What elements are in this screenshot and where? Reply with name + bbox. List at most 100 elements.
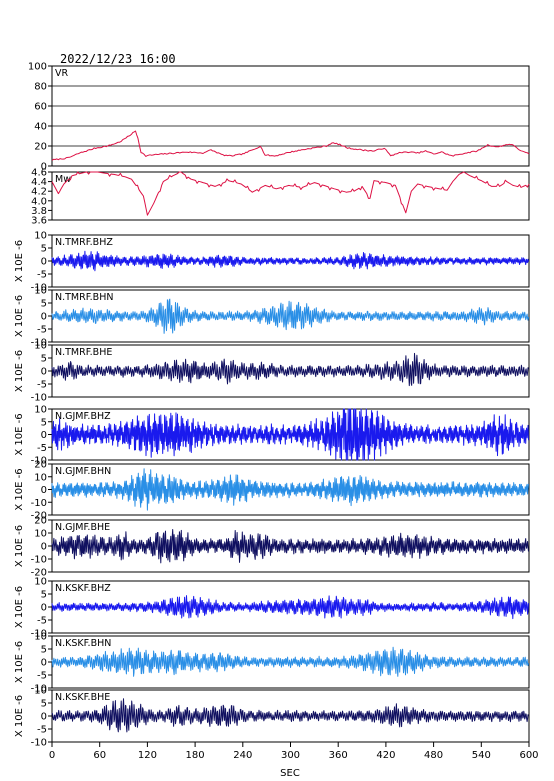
y-tick-label: 5 xyxy=(41,417,47,428)
y-tick-label: -10 xyxy=(31,684,47,695)
y-tick-label: -10 xyxy=(31,555,47,566)
timestamp-label: 2022/12/23 16:00 xyxy=(60,52,176,66)
panel-n-kskf-bhn: -10 -5 0 5 10 N.KSKF.BHN X 10E -6 xyxy=(14,632,530,695)
y-tick-label: 60 xyxy=(34,102,47,113)
y-tick-label: 0 xyxy=(41,658,47,669)
y-tick-label: 0 xyxy=(41,542,47,553)
y-axis-label: X 10E -6 xyxy=(14,350,25,392)
y-axis-label: X 10E -6 xyxy=(14,413,25,455)
y-tick-label: 0 xyxy=(41,485,47,496)
x-tick-label: 180 xyxy=(186,750,205,761)
panels-group: 020406080100VR3.63.84.04.24.44.6Mw-10-50… xyxy=(14,62,530,749)
panel-label: N.KSKF.BHN xyxy=(55,638,111,649)
y-tick-label: -5 xyxy=(37,616,47,627)
series-line-n-gjmf-bhn xyxy=(51,468,529,511)
y-tick-label: -10 xyxy=(31,629,47,640)
panel-label: N.GJMF.BHE xyxy=(55,522,110,533)
panel-label: N.TMRF.BHZ xyxy=(55,237,113,248)
y-tick-label: -20 xyxy=(31,511,47,522)
y-tick-label: 0 xyxy=(41,430,47,441)
y-tick-label: 10 xyxy=(34,472,47,483)
y-tick-label: 5 xyxy=(41,699,47,710)
x-tick-label: 420 xyxy=(376,750,395,761)
series-line-vr xyxy=(51,130,530,161)
y-tick-label: -20 xyxy=(31,568,47,579)
y-tick-label: 5 xyxy=(41,299,47,310)
y-tick-label: 20 xyxy=(34,142,47,153)
y-tick-label: 10 xyxy=(34,577,47,588)
panel-frame xyxy=(51,65,530,167)
y-tick-label: 0 xyxy=(41,162,47,173)
panel-label: N.TMRF.BHE xyxy=(55,347,112,358)
series-line-n-kskf-bhn xyxy=(51,646,529,677)
x-tick-label: 60 xyxy=(93,750,106,761)
panel-n-gjmf-bhe: -20 -10 0 10 20 N.GJMF.BHE X 10E -6 xyxy=(14,516,530,579)
y-tick-label: -5 xyxy=(37,671,47,682)
y-tick-label: -5 xyxy=(37,380,47,391)
panel-n-tmrf-bhe: -10 -5 0 5 10 N.TMRF.BHE X 10E -6 xyxy=(14,341,530,404)
y-tick-label: 0 xyxy=(41,712,47,723)
y-tick-label: 80 xyxy=(34,82,47,93)
y-tick-label: 5 xyxy=(41,645,47,656)
y-tick-label: 20 xyxy=(34,516,47,527)
y-tick-label: 0 xyxy=(41,312,47,323)
x-axis-label: SEC xyxy=(280,768,300,779)
y-tick-label: 20 xyxy=(34,460,47,471)
y-tick-label: -5 xyxy=(37,325,47,336)
y-tick-label: 0 xyxy=(41,257,47,268)
y-tick-label: -5 xyxy=(37,725,47,736)
y-tick-label: 40 xyxy=(34,122,47,133)
x-axis: 0 60 120 180 240 300 360 420 480 540 600 xyxy=(49,742,539,761)
y-tick-label: 3.8 xyxy=(31,206,47,217)
y-tick-label: 3.6 xyxy=(31,216,47,227)
x-tick-label: 360 xyxy=(329,750,348,761)
y-axis-label: X 10E -6 xyxy=(14,295,25,337)
panel-n-kskf-bhz: -10 -5 0 5 10 N.KSKF.BHZ X 10E -6 xyxy=(14,577,530,640)
series-line-n-kskf-bhe xyxy=(51,698,529,733)
series-line-n-kskf-bhz xyxy=(51,595,529,620)
y-axis-label: X 10E -6 xyxy=(14,641,25,683)
panel-vr: 0 20 40 60 80 100 VR xyxy=(28,62,530,173)
y-tick-label: 10 xyxy=(34,231,47,242)
panel-label: VR xyxy=(55,68,68,79)
x-tick-label: 0 xyxy=(49,750,55,761)
series-line-n-tmrf-bhe xyxy=(51,352,529,387)
y-axis-label: X 10E -6 xyxy=(14,240,25,282)
panel-label: Mw xyxy=(55,174,71,185)
x-tick-label: 540 xyxy=(472,750,491,761)
y-axis-label: X 10E -6 xyxy=(14,525,25,567)
panel-n-tmrf-bhz: -10 -5 0 5 10 N.TMRF.BHZ X 10E -6 xyxy=(14,231,530,294)
x-tick-label: 240 xyxy=(233,750,252,761)
y-axis-label: X 10E -6 xyxy=(14,695,25,737)
y-tick-label: 0 xyxy=(41,603,47,614)
series-line-mw xyxy=(51,171,530,216)
y-tick-label: 5 xyxy=(41,590,47,601)
series-line-n-tmrf-bhn xyxy=(51,298,529,334)
panel-label: N.GJMF.BHZ xyxy=(55,411,111,422)
x-tick-label: 300 xyxy=(281,750,300,761)
y-tick-label: 100 xyxy=(28,62,47,73)
x-tick-label: 480 xyxy=(424,750,443,761)
series-line-n-gjmf-bhz xyxy=(51,408,529,461)
y-tick-label: 4.0 xyxy=(31,196,47,207)
y-tick-label: 10 xyxy=(34,686,47,697)
x-tick-label: 120 xyxy=(138,750,157,761)
panel-n-gjmf-bhz: -10 -5 0 510 N.GJMF.BHZ X 10E -6 xyxy=(14,405,530,467)
y-tick-label: 10 xyxy=(34,341,47,352)
x-tick-label: 600 xyxy=(519,750,538,761)
y-tick-label: -5 xyxy=(37,443,47,454)
series-line-n-tmrf-bhz xyxy=(51,250,529,272)
panel-frame xyxy=(51,171,530,221)
y-tick-label: 5 xyxy=(41,244,47,255)
y-tick-label: 10 xyxy=(34,632,47,643)
y-tick-label: 10 xyxy=(34,529,47,540)
y-tick-label: 0 xyxy=(41,367,47,378)
y-tick-label: -10 xyxy=(31,498,47,509)
panel-label: N.KSKF.BHZ xyxy=(55,583,111,594)
y-tick-label: -5 xyxy=(37,270,47,281)
y-tick-label: 4.4 xyxy=(31,177,47,188)
panel-label: N.KSKF.BHE xyxy=(55,692,110,703)
y-tick-label: 5 xyxy=(41,354,47,365)
